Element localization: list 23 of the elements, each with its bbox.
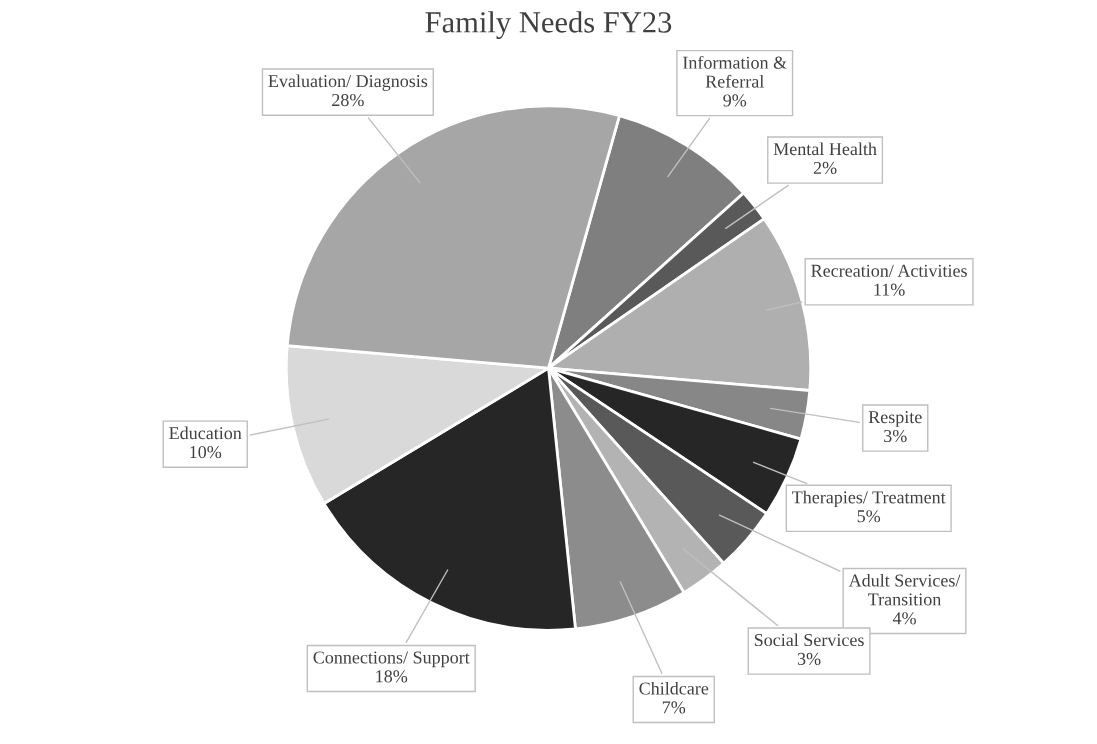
data-label: 3% [797,652,821,666]
chart-title: Family Needs FY23 [425,11,672,39]
slice-label: Recreation/ Activities [811,264,967,277]
data-label: 10% [190,445,222,459]
data-label: 5% [857,510,881,523]
slice-label: Respite [868,411,922,427]
slice-label: Social Services [754,633,864,647]
slice-label: Connections/ Support [313,651,470,668]
slice-label: Childcare [639,681,709,695]
data-label: 3% [884,429,907,443]
data-label: 11% [874,283,905,296]
slice-label: Adult Services/ Transition [848,573,961,606]
slice-label: Mental Health [773,142,877,156]
data-label: 4% [892,612,916,625]
slice-label: Information & Referral [682,55,787,88]
slice-label: Therapies/ Treatment [792,490,946,508]
data-label: 18% [376,670,408,683]
slice-label: Education [169,426,242,440]
data-label: 2% [813,161,837,175]
data-label: 9% [723,94,747,107]
data-label: 7% [662,701,686,714]
data-label: 28% [332,93,364,107]
slice-label: Evaluation/ Diagnosis [268,74,428,91]
